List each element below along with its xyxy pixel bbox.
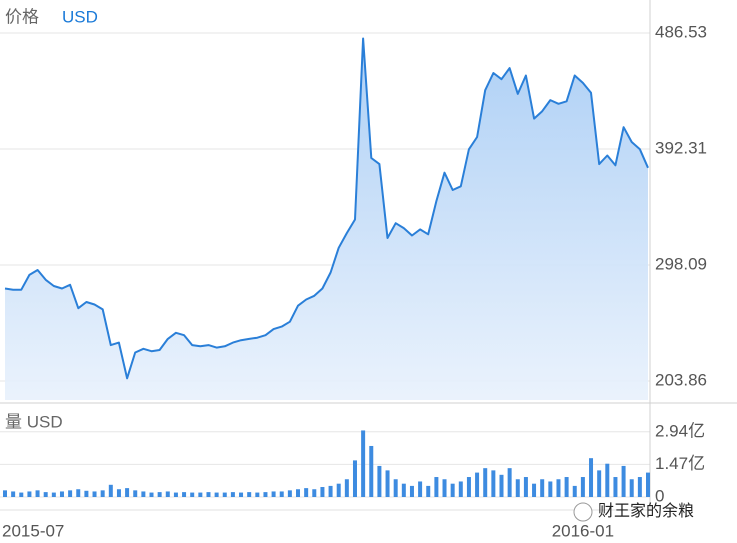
volume-bar bbox=[499, 474, 504, 497]
volume-bar bbox=[11, 491, 16, 497]
volume-bar bbox=[68, 490, 73, 497]
volume-bar bbox=[401, 483, 406, 497]
volume-bar bbox=[279, 491, 284, 497]
volume-bar bbox=[540, 479, 545, 497]
y-tick-label: 2.94亿 bbox=[655, 421, 705, 440]
y-tick-label: 392.31 bbox=[655, 138, 707, 157]
volume-title: 量 USD bbox=[5, 412, 63, 431]
volume-bar bbox=[43, 492, 48, 497]
volume-bar bbox=[133, 490, 138, 497]
volume-bar bbox=[214, 492, 219, 497]
volume-bar bbox=[27, 491, 32, 497]
volume-bar bbox=[116, 489, 121, 497]
volume-bar bbox=[515, 479, 520, 497]
volume-bar bbox=[418, 481, 423, 497]
volume-bar bbox=[409, 485, 414, 497]
volume-bar bbox=[239, 492, 244, 497]
volume-bar bbox=[556, 479, 561, 497]
volume-bar bbox=[523, 477, 528, 497]
y-tick-label: 203.86 bbox=[655, 370, 707, 389]
volume-bar bbox=[165, 491, 170, 497]
volume-bar bbox=[173, 492, 178, 497]
volume-bar bbox=[605, 463, 610, 497]
volume-bar bbox=[646, 472, 650, 497]
volume-bar bbox=[458, 481, 463, 497]
volume-bar bbox=[84, 490, 89, 497]
volume-bar bbox=[491, 470, 496, 497]
volume-bar bbox=[271, 491, 276, 497]
volume-bar bbox=[434, 477, 439, 497]
volume-bar bbox=[100, 490, 105, 497]
volume-bar bbox=[198, 492, 203, 497]
volume-bar bbox=[76, 489, 81, 497]
volume-bar bbox=[532, 483, 537, 497]
volume-bar bbox=[483, 468, 488, 497]
volume-bar bbox=[369, 445, 374, 497]
x-tick-label: 2015-07 bbox=[2, 521, 64, 540]
x-tick-label: 2016-01 bbox=[552, 521, 614, 540]
watermark-icon bbox=[573, 502, 593, 522]
volume-bar bbox=[589, 458, 594, 497]
volume-bar bbox=[19, 492, 24, 497]
volume-bar bbox=[92, 491, 97, 497]
volume-bar bbox=[637, 477, 642, 497]
price-area bbox=[5, 38, 648, 400]
watermark-group: 财王家的余粮 bbox=[573, 501, 694, 522]
volume-bar bbox=[328, 485, 333, 497]
volume-bar bbox=[466, 477, 471, 497]
volume-bar bbox=[255, 492, 260, 497]
volume-bar bbox=[597, 470, 602, 497]
volume-bar bbox=[263, 492, 268, 497]
volume-bar bbox=[385, 470, 390, 497]
volume-bar bbox=[287, 490, 292, 497]
volume-bar bbox=[450, 483, 455, 497]
volume-bar bbox=[336, 483, 341, 497]
volume-bar bbox=[108, 484, 113, 497]
y-tick-label: 1.47亿 bbox=[655, 454, 705, 473]
volume-bar bbox=[613, 477, 618, 497]
volume-bar bbox=[35, 490, 40, 497]
y-tick-label: 298.09 bbox=[655, 254, 707, 273]
volume-bar bbox=[629, 479, 634, 497]
volume-bar bbox=[125, 488, 130, 497]
volume-bar bbox=[580, 477, 585, 497]
volume-bar bbox=[572, 485, 577, 497]
volume-bar bbox=[51, 492, 56, 497]
price-currency: USD bbox=[62, 7, 98, 26]
volume-bar bbox=[304, 488, 309, 497]
volume-bar bbox=[320, 487, 325, 497]
volume-bar bbox=[230, 492, 235, 497]
volume-bar bbox=[352, 460, 357, 497]
volume-bar bbox=[475, 472, 480, 497]
volume-bar bbox=[222, 492, 227, 497]
price-title: 价格 bbox=[5, 7, 39, 26]
volume-bar bbox=[507, 468, 512, 497]
volume-bar bbox=[361, 430, 366, 497]
volume-bar bbox=[296, 489, 301, 497]
volume-bar bbox=[182, 492, 187, 497]
volume-bar bbox=[149, 492, 154, 497]
volume-bar bbox=[247, 492, 252, 497]
watermark: 财王家的余粮 bbox=[598, 501, 694, 520]
y-tick-label: 0 bbox=[655, 486, 664, 505]
volume-bar bbox=[206, 492, 211, 497]
volume-bar bbox=[312, 489, 317, 497]
volume-bar bbox=[548, 481, 553, 497]
volume-bar bbox=[3, 490, 7, 497]
volume-bar bbox=[190, 492, 195, 497]
volume-bar bbox=[426, 485, 431, 497]
volume-bar bbox=[564, 477, 569, 497]
y-tick-label: 486.53 bbox=[655, 22, 707, 41]
volume-bar bbox=[621, 465, 626, 497]
volume-bar bbox=[59, 491, 64, 497]
volume-bar bbox=[157, 492, 162, 497]
price-line bbox=[4, 37, 649, 380]
volume-bar bbox=[377, 465, 382, 497]
volume-bar bbox=[442, 479, 447, 497]
volume-bar bbox=[344, 479, 349, 497]
volume-bar bbox=[141, 491, 146, 497]
volume-bar bbox=[393, 479, 398, 497]
